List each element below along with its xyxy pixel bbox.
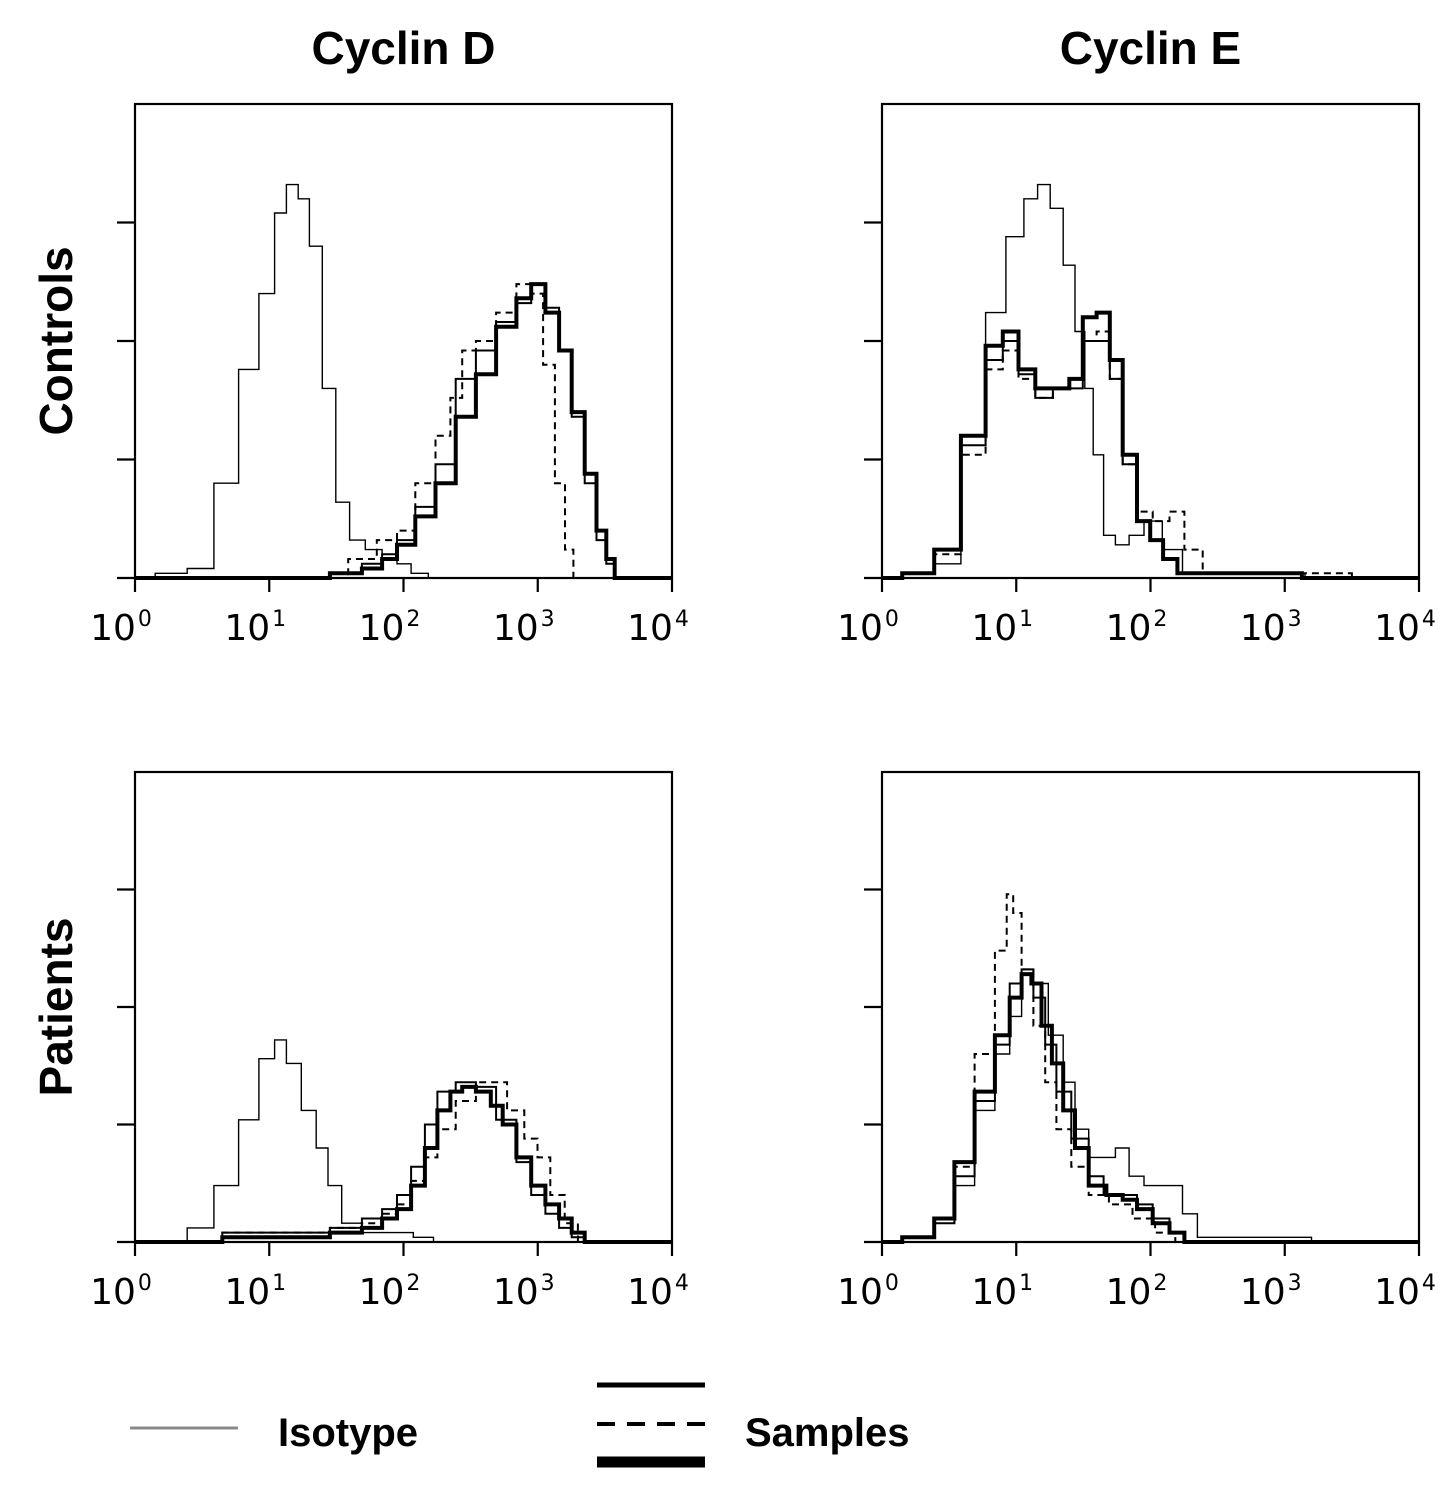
row-title: Controls [30, 246, 82, 435]
chart-panel-2: 100 101 102 103 104 Cyclin E [837, 22, 1436, 649]
column-title: Cyclin E [1060, 22, 1242, 74]
x-tick-label: 104 [1374, 1271, 1436, 1313]
series-thick-line [882, 310, 1419, 580]
plot-frame [133, 102, 674, 580]
x-tick-label: 100 [837, 607, 899, 649]
x-tick-label: 100 [837, 1271, 899, 1313]
series-solid-line [135, 283, 672, 579]
x-tick-label: 101 [971, 1271, 1033, 1313]
chart-panel-4: 100 101 102 103 104 [837, 770, 1436, 1313]
x-tick-label: 101 [971, 607, 1033, 649]
series-dashed-line [135, 1081, 672, 1243]
x-tick-label: 100 [90, 1271, 152, 1313]
plot-frame [133, 770, 674, 1244]
x-tick-label: 100 [90, 607, 152, 649]
x-tick-label: 104 [627, 607, 689, 649]
x-tick-label: 103 [1240, 607, 1302, 649]
plot-frame [880, 770, 1421, 1244]
column-title: Cyclin D [311, 22, 495, 74]
row-title: Patients [30, 918, 82, 1097]
chart-panel-3: 100 101 102 103 104 Patients [30, 770, 689, 1313]
x-tick-label: 102 [359, 1271, 421, 1313]
legend-samples-label: Samples [745, 1411, 910, 1455]
x-tick-label: 102 [1106, 1271, 1168, 1313]
series-thick-line [135, 1084, 672, 1244]
series-thin-line [135, 183, 672, 579]
series-solid-line [882, 968, 1419, 1243]
series-solid-line [135, 1081, 672, 1243]
series-thick-line [135, 282, 672, 580]
x-tick-label: 104 [1374, 607, 1436, 649]
x-tick-label: 102 [359, 607, 421, 649]
legend-isotype-label: Isotype [278, 1411, 418, 1455]
x-tick-label: 101 [224, 1271, 286, 1313]
series-dashed-line [135, 283, 672, 579]
legend: Isotype Samples [130, 1382, 910, 1468]
x-tick-label: 103 [493, 607, 555, 649]
x-tick-label: 103 [493, 1271, 555, 1313]
x-tick-label: 101 [224, 607, 286, 649]
series-dashed-line [882, 893, 1419, 1243]
x-tick-label: 103 [1240, 1271, 1302, 1313]
chart-panel-1: 100 101 102 103 104 Cyclin D Controls [30, 22, 689, 649]
series-thin-line [135, 1039, 672, 1243]
x-tick-label: 104 [627, 1271, 689, 1313]
series-thin-line [882, 968, 1419, 1243]
x-tick-label: 102 [1106, 607, 1168, 649]
series-thick-line [882, 972, 1419, 1244]
